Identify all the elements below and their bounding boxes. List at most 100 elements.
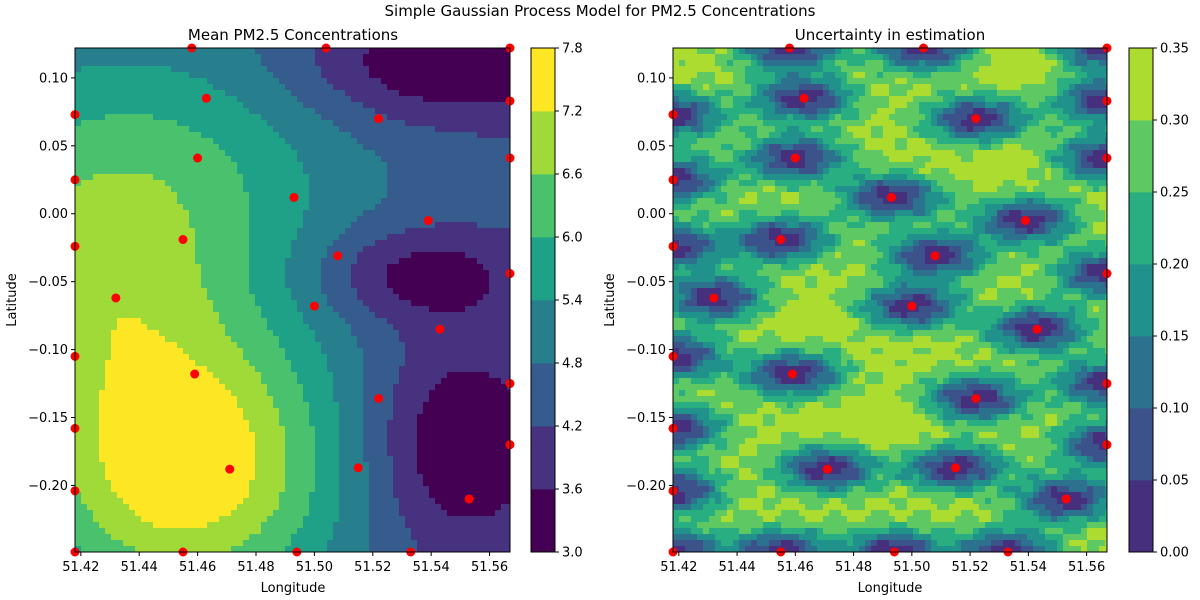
contour-cell <box>459 96 466 103</box>
contour-cell <box>117 114 124 121</box>
contour-cell <box>177 90 184 97</box>
contour-cell <box>87 138 94 145</box>
contour-cell <box>363 228 370 235</box>
contour-cell <box>195 432 202 439</box>
contour-cell <box>165 102 172 109</box>
contour-cell <box>345 402 352 409</box>
contour-cell <box>321 204 328 211</box>
contour-cell <box>423 336 430 343</box>
contour-cell <box>171 60 178 67</box>
contour-cell <box>165 210 172 217</box>
contour-cell <box>225 378 232 385</box>
contour-cell <box>453 426 460 433</box>
contour-cell <box>147 378 154 385</box>
contour-cell <box>435 294 442 301</box>
contour-cell <box>153 384 160 391</box>
contour-cell <box>231 144 238 151</box>
contour-cell <box>129 84 136 91</box>
contour-cell <box>279 426 286 433</box>
contour-cell <box>153 126 160 133</box>
contour-cell <box>369 108 376 115</box>
contour-cell <box>429 66 436 73</box>
contour-cell <box>129 426 136 433</box>
contour-cell <box>171 348 178 355</box>
contour-cell <box>99 204 106 211</box>
contour-cell <box>339 342 346 349</box>
contour-cell <box>495 246 502 253</box>
contour-cell <box>327 54 334 61</box>
contour-cell <box>87 114 94 121</box>
contour-cell <box>189 270 196 277</box>
contour-cell <box>117 444 124 451</box>
contour-cell <box>507 168 511 175</box>
contour-cell <box>483 246 490 253</box>
contour-cell <box>459 60 466 67</box>
contour-cell <box>483 426 490 433</box>
contour-cell <box>279 300 286 307</box>
contour-cell <box>207 312 214 319</box>
contour-cell <box>351 66 358 73</box>
contour-cell <box>357 210 364 217</box>
contour-cell <box>315 222 322 229</box>
contour-cell <box>183 396 190 403</box>
contour-cell <box>411 258 418 265</box>
contour-cell <box>231 402 238 409</box>
contour-cell <box>249 210 256 217</box>
contour-cell <box>273 78 280 85</box>
contour-cell <box>333 120 340 127</box>
contour-cell <box>453 360 460 367</box>
contour-cell <box>465 282 472 289</box>
contour-cell <box>153 204 160 211</box>
contour-cell <box>93 426 100 433</box>
contour-cell <box>141 300 148 307</box>
contour-cell <box>135 252 142 259</box>
contour-cell <box>399 90 406 97</box>
contour-cell <box>75 210 82 217</box>
contour-cell <box>153 420 160 427</box>
contour-cell <box>435 132 442 139</box>
contour-cell <box>81 390 88 397</box>
contour-cell <box>219 342 226 349</box>
contour-cell <box>309 150 316 157</box>
contour-cell <box>339 288 346 295</box>
contour-cell <box>207 300 214 307</box>
contour-cell <box>243 192 250 199</box>
contour-cell <box>411 126 418 133</box>
contour-cell <box>165 438 172 445</box>
contour-cell <box>501 258 508 265</box>
contour-cell <box>81 210 88 217</box>
contour-cell <box>507 282 511 289</box>
contour-cell <box>279 270 286 277</box>
contour-cell <box>273 324 280 331</box>
contour-cell <box>501 204 508 211</box>
contour-cell <box>303 54 310 61</box>
contour-cell <box>75 162 82 169</box>
contour-cell <box>177 264 184 271</box>
contour-cell <box>477 372 484 379</box>
contour-cell <box>393 444 400 451</box>
contour-cell <box>477 342 484 349</box>
contour-cell <box>399 318 406 325</box>
contour-cell <box>345 246 352 253</box>
contour-cell <box>249 420 256 427</box>
contour-cell <box>165 348 172 355</box>
contour-cell <box>501 432 508 439</box>
contour-cell <box>123 408 130 415</box>
contour-cell <box>285 54 292 61</box>
contour-cell <box>309 156 316 163</box>
contour-cell <box>375 444 382 451</box>
contour-cell <box>393 270 400 277</box>
contour-cell <box>267 156 274 163</box>
contour-cell <box>129 258 136 265</box>
contour-cell <box>153 336 160 343</box>
contour-cell <box>387 306 394 313</box>
contour-cell <box>321 330 328 337</box>
contour-cell <box>165 456 172 463</box>
contour-cell <box>321 426 328 433</box>
contour-cell <box>273 288 280 295</box>
contour-cell <box>351 258 358 265</box>
contour-cell <box>189 396 196 403</box>
contour-cell <box>93 270 100 277</box>
contour-cell <box>315 258 322 265</box>
contour-cell <box>363 432 370 439</box>
